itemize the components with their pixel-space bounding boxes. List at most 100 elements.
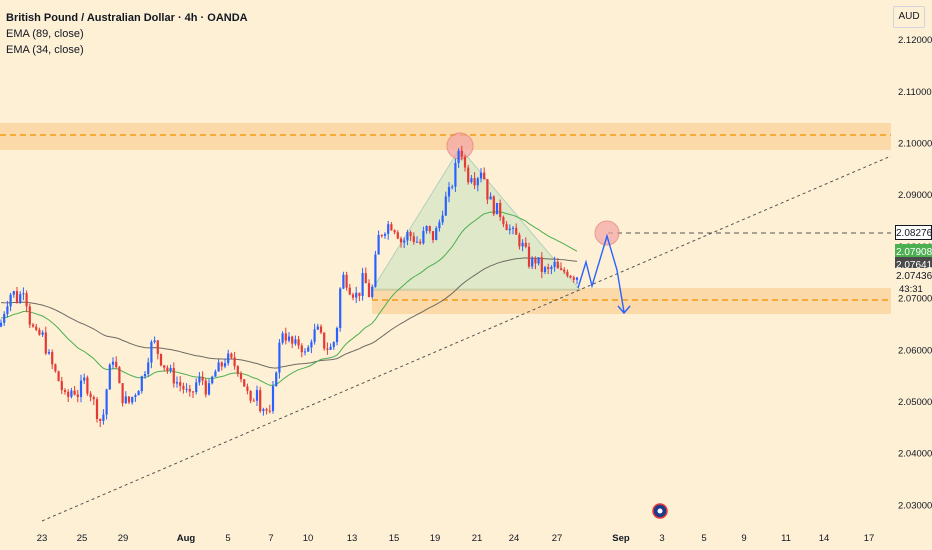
candle-body — [383, 233, 387, 236]
candle-body — [67, 391, 70, 397]
candle-body — [284, 333, 287, 341]
time-tick-label: 3 — [659, 533, 664, 544]
candle-body — [332, 342, 335, 347]
candle-body — [463, 156, 467, 168]
candle-body — [422, 230, 425, 244]
candle-body — [153, 340, 156, 342]
time-tick-label: 27 — [552, 533, 563, 544]
candle-body — [335, 328, 339, 343]
candle-body — [159, 353, 163, 366]
candle-body — [191, 391, 195, 393]
candle-body — [291, 336, 294, 344]
symbol-title[interactable]: British Pound / Australian Dollar · 4h ·… — [6, 12, 248, 24]
candle-body — [294, 339, 297, 344]
candle-body — [505, 224, 508, 231]
candle-body — [345, 274, 348, 288]
candle-body — [179, 382, 182, 386]
candle-body — [188, 388, 191, 392]
candle-body — [287, 336, 291, 341]
candle-body — [230, 353, 233, 358]
candle-body — [105, 389, 108, 415]
price-tick-label: 2.05000 — [898, 397, 932, 408]
ema-path — [0, 257, 578, 369]
candle-body — [435, 228, 438, 241]
candle-body — [297, 339, 300, 346]
price-tick-label: 2.07000 — [898, 294, 932, 305]
candle-body — [3, 313, 6, 323]
time-tick-label: 25 — [77, 533, 88, 544]
ema89-label[interactable]: EMA (89, close) — [6, 28, 84, 40]
time-tick-label: 10 — [303, 533, 314, 544]
candle-body — [521, 242, 524, 247]
candle-body — [265, 409, 268, 411]
countdown-timer: 43:31 — [899, 284, 923, 295]
candle-body — [396, 232, 399, 239]
candle-body — [572, 277, 575, 280]
candle-body — [259, 390, 262, 412]
candle-body — [553, 261, 556, 267]
candle-body — [239, 373, 243, 380]
candle-body — [486, 179, 489, 200]
candle-body — [575, 277, 579, 280]
candle-body — [460, 150, 463, 157]
candle-body — [339, 288, 342, 329]
candle-body — [47, 351, 51, 354]
candle-body — [444, 196, 447, 216]
candle-body — [425, 226, 428, 231]
candle-body — [364, 273, 367, 284]
candle-body — [102, 414, 105, 421]
support-zone — [372, 288, 891, 314]
ema-path — [0, 211, 578, 386]
price-tick-label: 2.06000 — [898, 345, 932, 356]
economic-event-icon[interactable] — [652, 503, 668, 519]
candle-body — [275, 372, 278, 386]
candle-body — [300, 345, 303, 353]
candle-body — [185, 388, 188, 390]
candle-body — [409, 232, 412, 237]
candle-body — [390, 224, 393, 231]
time-tick-label: 24 — [509, 533, 520, 544]
candle-body — [127, 396, 131, 403]
candle-body — [236, 366, 239, 374]
candle-body — [540, 257, 543, 273]
candle-body — [569, 275, 572, 278]
price-tick-label: 2.12000 — [898, 35, 932, 46]
candle-body — [31, 324, 35, 327]
time-axis[interactable]: 23 25 29 Aug 5 7 10 13 15 19 21 24 27 Sep 3 5 9 11 14 17 — [37, 533, 875, 544]
candle-body — [163, 365, 166, 368]
candle-body — [326, 348, 329, 350]
candle-body — [195, 382, 198, 393]
ema34-label[interactable]: EMA (34, close) — [6, 44, 84, 56]
candle-body — [358, 292, 361, 296]
candle-body — [169, 367, 172, 371]
candle-body — [403, 240, 406, 243]
candle-body — [415, 241, 419, 243]
candle-body — [476, 178, 479, 186]
price-tag: 2.07908 — [895, 243, 932, 259]
candle-body — [447, 187, 451, 197]
candle-body — [412, 236, 415, 243]
candle-body — [499, 202, 502, 218]
candle-body — [51, 351, 54, 365]
candle-body — [121, 383, 124, 404]
candle-body — [25, 293, 28, 307]
candle-body — [9, 294, 12, 307]
candle-body — [0, 322, 3, 327]
candle-body — [252, 400, 255, 402]
candle-body — [108, 364, 111, 390]
candle-body — [537, 257, 540, 264]
candle-body — [70, 390, 73, 397]
time-tick-label: 17 — [864, 533, 875, 544]
price-tag: 2.08276 — [895, 224, 932, 240]
candle-body — [99, 418, 102, 421]
candle-body — [527, 246, 531, 267]
candle-body — [172, 367, 175, 384]
candle-body — [355, 292, 358, 298]
candle-body — [492, 196, 495, 215]
candle-body — [323, 332, 326, 349]
candle-body — [419, 241, 422, 244]
currency-button[interactable]: AUD — [893, 6, 925, 28]
candle-body — [198, 376, 201, 383]
time-tick-label: 5 — [701, 533, 706, 544]
